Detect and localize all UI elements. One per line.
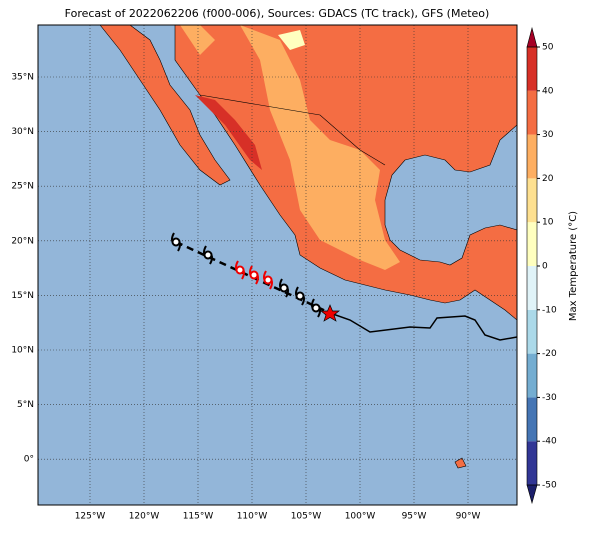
- graticule: [38, 25, 517, 505]
- colorbar-tick-label: -10: [542, 305, 557, 315]
- colorbar-extend-high: [526, 26, 538, 48]
- past-track: [329, 312, 518, 341]
- storm-eye: [203, 250, 213, 260]
- storm-eye: [249, 270, 259, 280]
- storm-eye: [171, 237, 181, 247]
- colorbar-bin: [527, 309, 537, 354]
- colorbar-bin: [527, 397, 537, 442]
- storm-eye: [295, 291, 305, 301]
- lon-label: 105°W: [291, 512, 322, 522]
- lon-label: 125°W: [75, 512, 106, 522]
- colorbar-tick-label: 20: [542, 174, 554, 184]
- colorbar-bin: [527, 47, 537, 91]
- lon-label: 100°W: [345, 512, 376, 522]
- lat-label: 30°N: [11, 127, 34, 137]
- colorbar-bin: [527, 90, 537, 135]
- colorbar-label: Max Temperature (°C): [568, 211, 579, 321]
- lon-label: 120°W: [129, 512, 160, 522]
- colorbar-tick-label: 30: [542, 130, 554, 140]
- colorbar-extend-low: [526, 484, 538, 505]
- lon-label: 110°W: [237, 512, 268, 522]
- colorbar-bin: [527, 134, 537, 179]
- storm-eye: [279, 283, 289, 293]
- lat-label: 15°N: [11, 291, 34, 301]
- lat-label: 20°N: [11, 236, 34, 246]
- storm-track: [171, 232, 518, 341]
- colorbar-bin: [527, 266, 537, 310]
- colorbar-tick-label: 0: [542, 262, 548, 272]
- map-frame: [37, 24, 518, 506]
- lat-label: 25°N: [11, 182, 34, 192]
- lon-label: 115°W: [183, 512, 214, 522]
- colorbar: 50 40 30 20 10 0 -10 -20 -30 -40 -50: [526, 26, 557, 505]
- lon-label: 90°W: [456, 512, 481, 522]
- lat-label: 0°: [24, 455, 34, 465]
- colorbar-tick-label: -40: [542, 437, 557, 447]
- colorbar-tick-label: -50: [542, 481, 557, 491]
- lat-label: 10°N: [11, 346, 34, 356]
- colorbar-bin: [527, 441, 537, 485]
- map-title: Forecast of 2022062206 (f000-006), Sourc…: [65, 7, 490, 20]
- lon-label: 95°W: [402, 512, 427, 522]
- colorbar-tick-label: 10: [542, 218, 554, 228]
- lat-label: 5°N: [17, 400, 34, 410]
- current-position: [320, 304, 340, 322]
- colorbar-tick-label: -20: [542, 349, 557, 359]
- colorbar-tick-label: 40: [542, 86, 554, 96]
- storm-eye: [311, 303, 321, 313]
- storm-eye: [263, 275, 273, 285]
- colorbar-tick-label: 50: [542, 43, 554, 53]
- colorbar-bin: [527, 353, 537, 398]
- storm-eye: [235, 265, 245, 275]
- colorbar-bin: [527, 222, 537, 266]
- colorbar-bin: [527, 178, 537, 223]
- colorbar-tick-label: -30: [542, 393, 557, 403]
- lat-label: 35°N: [11, 73, 34, 83]
